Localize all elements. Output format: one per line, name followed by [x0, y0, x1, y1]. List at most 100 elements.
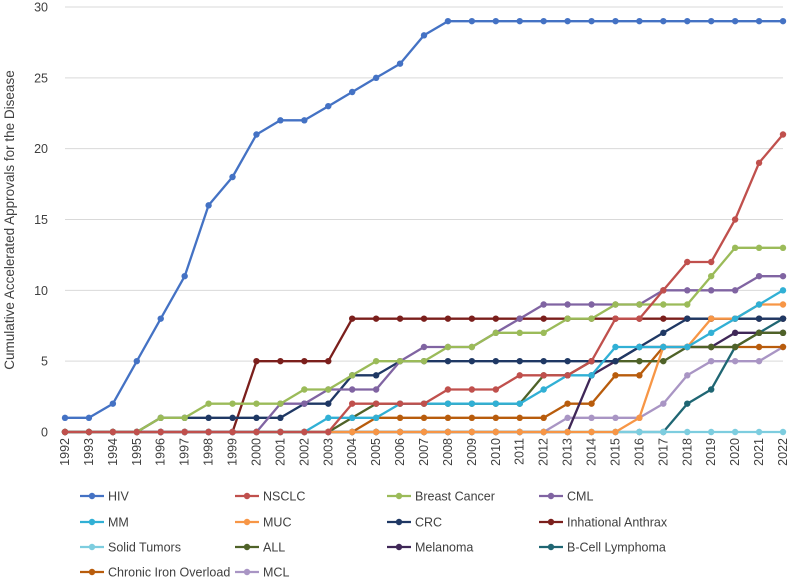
legend-label: CML	[567, 490, 593, 504]
data-point-crc	[277, 414, 284, 422]
data-point-hiv	[181, 272, 188, 280]
legend-marker	[395, 492, 403, 500]
data-point-hiv	[396, 60, 404, 67]
data-point-mcl	[660, 400, 667, 407]
data-point-hiv	[731, 17, 739, 25]
data-point-hiv	[588, 17, 595, 25]
data-point-hiv	[708, 17, 715, 25]
data-point-cml	[731, 287, 739, 294]
x-tick-label: 1993	[82, 438, 96, 466]
legend-label: Chronic Iron Overload	[108, 566, 230, 577]
x-tick-label: 2000	[249, 438, 263, 466]
data-point-breast-cancer	[181, 414, 188, 422]
data-point-hiv	[301, 117, 308, 124]
data-point-hiv	[612, 17, 619, 25]
data-point-mm	[540, 386, 547, 393]
x-tick-label: 2010	[489, 438, 503, 466]
data-point-inhational-anthrax	[277, 357, 284, 365]
legend-label: B-Cell Lymphoma	[567, 541, 666, 555]
data-point-breast-cancer	[636, 301, 643, 308]
data-point-breast-cancer	[229, 400, 236, 407]
data-point-hiv	[253, 131, 260, 138]
legend-label: MCL	[263, 566, 289, 577]
data-point-nsclc	[372, 400, 380, 407]
y-tick-label: 20	[34, 142, 48, 156]
data-point-all	[660, 357, 667, 365]
x-tick-label: 2022	[776, 438, 790, 466]
data-point-mm	[612, 343, 619, 351]
data-point-nsclc	[85, 428, 93, 436]
data-point-muc	[349, 428, 356, 436]
data-point-hiv	[349, 88, 356, 96]
data-point-nsclc	[325, 428, 332, 436]
data-point-nsclc	[636, 315, 643, 322]
legend-marker	[547, 543, 555, 551]
data-point-nsclc	[396, 400, 404, 407]
data-point-inhational-anthrax	[349, 315, 356, 322]
data-point-mm	[444, 400, 452, 407]
legend-label: MM	[108, 516, 129, 530]
data-point-muc	[516, 428, 523, 436]
data-point-crc	[540, 357, 547, 365]
legend-item-solid-tumors: Solid Tumors	[80, 541, 181, 555]
data-point-mcl	[612, 414, 619, 422]
data-point-nsclc	[181, 428, 188, 436]
x-tick-label: 2011	[513, 438, 527, 465]
data-point-breast-cancer	[325, 386, 332, 393]
legend: HIV NSCLC Breast Cancer CML MM MUC CRC Inhation…	[80, 490, 668, 577]
data-point-inhational-anthrax	[660, 315, 667, 322]
x-tick-label: 1998	[202, 438, 216, 466]
legend-item-breast-cancer: Breast Cancer	[387, 490, 495, 504]
data-point-nsclc	[588, 357, 595, 365]
data-point-crc	[492, 357, 499, 365]
data-point-breast-cancer	[468, 343, 476, 351]
data-point-muc	[779, 301, 787, 308]
plot-area	[61, 17, 787, 436]
x-tick-label: 2001	[273, 438, 287, 466]
data-point-all	[708, 343, 715, 351]
data-point-mm	[779, 287, 787, 294]
series-line-muc	[65, 303, 783, 434]
data-point-solid-tumors	[684, 428, 691, 436]
data-point-hiv	[779, 17, 787, 25]
legend-item-nsclc: NSCLC	[235, 490, 305, 504]
legend-item-melanoma: Melanoma	[387, 541, 473, 555]
data-point-all	[731, 343, 739, 351]
data-point-crc	[564, 357, 571, 365]
x-tick-label: 2008	[441, 438, 455, 466]
data-point-muc	[588, 428, 595, 436]
data-point-inhational-anthrax	[492, 315, 499, 322]
data-point-hiv	[684, 17, 691, 25]
data-point-crc	[660, 329, 667, 337]
data-point-hiv	[109, 400, 117, 407]
data-point-nsclc	[420, 400, 428, 407]
data-point-breast-cancer	[564, 315, 571, 322]
legend-label: Melanoma	[415, 541, 473, 555]
data-point-breast-cancer	[301, 386, 308, 393]
data-point-b-cell-lymphoma	[684, 400, 691, 407]
data-point-inhational-anthrax	[396, 315, 404, 322]
legend-marker	[395, 518, 403, 526]
data-point-mm	[492, 400, 499, 407]
legend-label: CRC	[415, 516, 442, 530]
data-point-breast-cancer	[540, 329, 547, 337]
data-point-hiv	[325, 102, 332, 110]
legend-label: Solid Tumors	[108, 541, 181, 555]
data-point-cml	[564, 301, 571, 308]
data-point-cml	[301, 400, 308, 407]
data-point-nsclc	[612, 315, 619, 322]
data-point-cml	[779, 272, 787, 280]
data-point-breast-cancer	[612, 301, 619, 308]
x-tick-label: 2015	[608, 438, 622, 466]
data-point-cml	[684, 287, 691, 294]
data-point-breast-cancer	[708, 272, 715, 280]
data-point-hiv	[540, 17, 547, 25]
data-point-muc	[444, 428, 452, 436]
data-point-hiv	[444, 17, 452, 25]
data-point-cml	[708, 287, 715, 294]
data-point-solid-tumors	[636, 428, 643, 436]
legend-label: ALL	[263, 541, 285, 555]
data-point-breast-cancer	[588, 315, 595, 322]
data-point-mm	[731, 315, 739, 322]
